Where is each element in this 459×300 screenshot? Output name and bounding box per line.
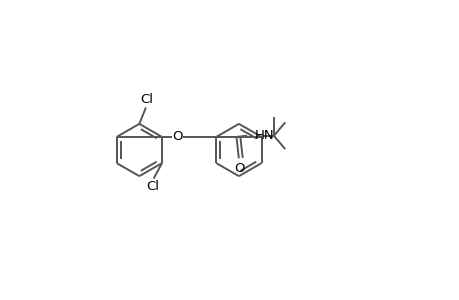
Text: Cl: Cl (140, 93, 153, 106)
Text: HN: HN (254, 129, 274, 142)
Text: O: O (233, 163, 244, 176)
Text: O: O (172, 130, 182, 143)
Text: Cl: Cl (146, 180, 159, 193)
